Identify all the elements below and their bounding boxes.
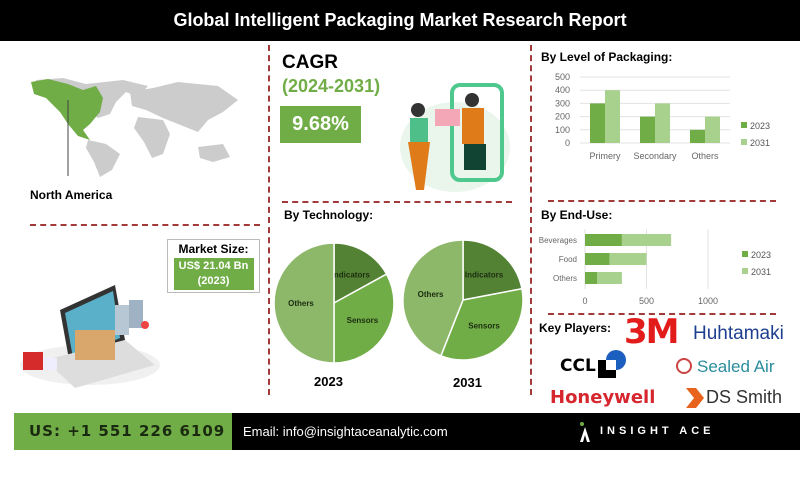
ecommerce-illustration <box>20 285 160 388</box>
legend-label: 2023 <box>750 121 770 131</box>
ccl-logo-mark <box>598 350 626 378</box>
sealed-air-logo-mark <box>676 358 692 374</box>
market-size-box: Market Size: US$ 21.04 Bn (2023) <box>167 239 260 293</box>
logo-ds-smith: DS Smith <box>706 387 783 407</box>
pie-2023-label: 2023 <box>314 374 343 389</box>
bar-2031 <box>597 272 622 284</box>
y-tick-label: Beverages <box>539 236 577 245</box>
x-tick-label: 500 <box>639 296 654 306</box>
y-tick-label: 100 <box>555 125 570 135</box>
bar-2031 <box>609 253 647 265</box>
divider <box>268 45 270 395</box>
pie-slice-others <box>273 242 335 364</box>
brand-logo-icon <box>580 422 590 442</box>
pie-2031-label: 2031 <box>453 375 482 390</box>
x-tick-label: 0 <box>582 296 587 306</box>
end-use-title: By End-Use: <box>541 208 613 222</box>
world-map <box>31 78 238 177</box>
legend-swatch <box>741 139 747 145</box>
logo-honeywell: Honeywell <box>550 387 656 408</box>
bar-2023 <box>690 129 705 143</box>
technology-pie-charts: Indicators Sensors Others Indicators Sensors… <box>273 239 524 364</box>
bar-2031 <box>605 90 620 143</box>
y-tick-label: 200 <box>555 112 570 122</box>
divider <box>30 224 260 226</box>
pie-slice-sensors <box>333 273 395 364</box>
logo-3m: 3M <box>624 312 679 352</box>
bar-2031 <box>655 103 670 143</box>
bar-2023 <box>585 234 622 246</box>
cagr-title: CAGR <box>282 52 338 73</box>
footer-brand: INSIGHT ACE ANALYTIC <box>600 425 715 474</box>
pie-label: Indicators <box>332 271 371 280</box>
y-tick-label: Others <box>553 274 577 283</box>
end-use-bar-chart: 0 500 1000 Beverages Food Others 2023 2031 <box>539 229 771 306</box>
divider <box>548 313 776 315</box>
north-america-highlight <box>31 79 103 140</box>
divider <box>548 200 776 202</box>
bar-2031 <box>621 234 672 246</box>
logo-ccl: CCL <box>560 356 596 376</box>
legend-swatch <box>741 122 747 128</box>
bar-2023 <box>640 116 655 143</box>
legend-label: 2023 <box>751 250 771 260</box>
packaging-bar-chart: 500 400 300 200 100 0 Primery Secondary Others 20… <box>555 72 770 161</box>
page-title: Global Intelligent Packaging Market Rese… <box>0 0 800 41</box>
y-tick-label: 0 <box>565 138 570 148</box>
divider <box>530 45 532 395</box>
cagr-value: 9.68% <box>280 106 361 143</box>
bar-2023 <box>590 103 605 143</box>
pie-label: Sensors <box>347 316 379 325</box>
x-tick-label: 1000 <box>698 296 718 306</box>
x-tick-label: Secondary <box>633 151 677 161</box>
divider <box>282 201 512 203</box>
legend-label: 2031 <box>751 267 771 277</box>
key-players-label: Key Players: <box>539 321 612 335</box>
y-tick-label: 400 <box>555 85 570 95</box>
packaging-title: By Level of Packaging: <box>541 50 673 64</box>
legend-swatch <box>742 268 748 274</box>
technology-title: By Technology: <box>284 208 374 222</box>
footer-email[interactable]: Email: info@insightaceanalytic.com <box>243 424 448 439</box>
pie-label: Indicators <box>465 271 504 280</box>
pie-slice-others <box>402 239 464 357</box>
market-size-value: US$ 21.04 Bn (2023) <box>173 258 254 290</box>
region-label: North America <box>30 188 113 202</box>
pie-slice-indicators <box>462 239 523 301</box>
delivery-illustration <box>400 83 510 192</box>
bar-2023 <box>585 272 598 284</box>
legend-label: 2031 <box>750 138 770 148</box>
logo-sealed-air: Sealed Air <box>697 357 775 376</box>
ds-smith-logo-mark <box>686 388 704 408</box>
bar-2031 <box>705 116 720 143</box>
pie-slice-indicators <box>333 242 388 305</box>
x-tick-label: Primery <box>590 151 621 161</box>
y-tick-label: 300 <box>555 98 570 108</box>
footer-bar <box>232 413 800 450</box>
y-tick-label: Food <box>559 255 577 264</box>
bar-2023 <box>585 253 610 265</box>
x-tick-label: Others <box>691 151 719 161</box>
logo-huhtamaki: Huhtamaki <box>693 323 784 344</box>
legend-swatch <box>742 251 748 257</box>
market-size-label: Market Size: <box>178 242 249 256</box>
pie-slice-sensors <box>439 287 524 361</box>
pie-label: Others <box>418 290 444 299</box>
pie-label: Sensors <box>468 321 500 330</box>
pie-label: Others <box>288 299 314 308</box>
cagr-period: (2024-2031) <box>282 76 381 96</box>
y-tick-label: 500 <box>555 72 570 82</box>
footer-phone[interactable]: US: +1 551 226 6109 <box>14 413 232 450</box>
